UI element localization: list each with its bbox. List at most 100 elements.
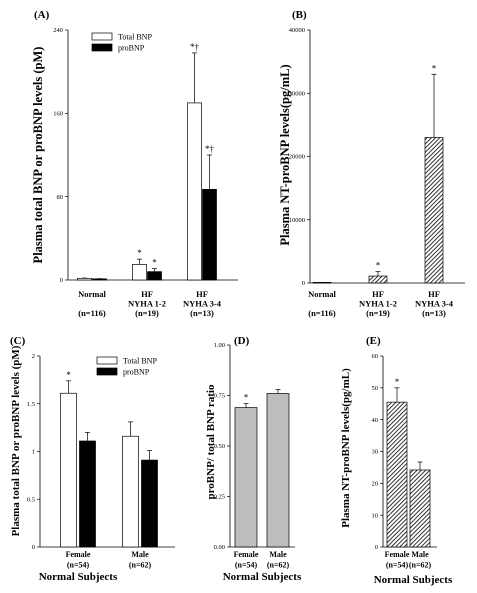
significance-marker: *	[66, 370, 71, 380]
bar	[122, 435, 139, 548]
y-tick-label: 0.50	[214, 443, 225, 450]
y-tick-label: 50	[372, 385, 379, 392]
legend-swatch	[96, 367, 118, 376]
category-label: Normal	[308, 289, 336, 299]
bar	[368, 275, 388, 284]
legend-swatch	[91, 43, 113, 52]
category-label: HF	[372, 289, 384, 299]
category-label: (n=13)	[190, 308, 214, 318]
significance-marker: *†	[205, 144, 215, 154]
y-tick-label: 0.75	[214, 393, 225, 400]
y-tick-label: 0.5	[27, 496, 35, 503]
category-label: Female	[66, 550, 91, 559]
y-tick-label: 0	[32, 544, 35, 551]
y-tick-label: 0	[302, 280, 305, 287]
category-label: NYHA 3-4	[183, 299, 222, 309]
category-label: (n=116)	[308, 308, 336, 318]
significance-marker: *	[137, 248, 142, 258]
x-axis-title: Normal Subjects	[39, 571, 118, 583]
y-tick-label: 20000	[289, 154, 305, 161]
bar	[147, 271, 162, 281]
chart-panel-e: (E) Plasma NT-proBNP levels(pg/mL) 0 10 20 30…	[340, 335, 453, 586]
y-tick-label: 1.00	[214, 342, 225, 349]
category-label: (n=62)	[267, 561, 290, 570]
category-label: (n=62)	[409, 561, 432, 570]
bar	[77, 277, 92, 281]
y-tick-label: 40	[372, 417, 379, 424]
category-label: Female	[234, 550, 259, 559]
panel-label: (B)	[292, 9, 307, 21]
legend-label: proBNP	[123, 368, 150, 377]
x-axis-title: Normal Subjects	[374, 574, 453, 586]
y-tick-label: 10	[372, 512, 379, 519]
y-axis-label: Plasma NT-proBNP levels(pg/mL)	[278, 64, 292, 245]
y-tick-label: 0.00	[214, 544, 225, 551]
category-label: NYHA 3-4	[415, 299, 454, 309]
significance-marker: *	[152, 258, 157, 268]
y-tick-label: 2	[32, 353, 35, 360]
y-tick-label: 160	[53, 111, 63, 118]
y-axis-label: Plasma total BNP or proBNP levels (pM)	[31, 47, 45, 264]
y-tick-label: 0	[60, 277, 63, 284]
bar	[202, 189, 217, 281]
bar	[187, 102, 202, 281]
y-tick-label: 0	[375, 544, 378, 551]
significance-marker: *	[432, 63, 437, 73]
bar	[234, 407, 258, 548]
significance-marker: *	[395, 377, 400, 387]
panel-label: (D)	[234, 335, 250, 347]
category-label: Female	[385, 550, 410, 559]
category-label: (n=19)	[366, 308, 390, 318]
y-tick-label: 0.25	[214, 494, 225, 501]
significance-marker: *	[244, 393, 249, 403]
category-label: NYHA 1-2	[128, 299, 166, 309]
bar	[60, 392, 77, 548]
category-label: NYHA 1-2	[359, 299, 397, 309]
bar	[141, 459, 158, 548]
y-tick-label: 30	[372, 449, 379, 456]
category-label: HF	[141, 289, 153, 299]
y-tick-label: 10000	[289, 217, 305, 224]
y-axis-label: Plasma NT-proBNP levels(pg/mL)	[340, 368, 352, 528]
bar	[132, 264, 147, 281]
category-label: Male	[269, 550, 287, 559]
y-tick-label: 60	[372, 353, 379, 360]
y-tick-label: 1.5	[27, 401, 35, 408]
category-label: HF	[428, 289, 440, 299]
bar	[386, 401, 408, 548]
bar	[424, 137, 444, 284]
y-tick-label: 30000	[289, 90, 305, 97]
y-axis-label: Plasma total BNP or proBNP levels (pM)	[10, 345, 22, 536]
category-label: (n=54)	[235, 561, 258, 570]
legend: Total BNP proBNP	[91, 32, 152, 53]
x-axis-title: Normal Subjects	[223, 571, 302, 583]
chart-panel-a: (A) Plasma total BNP or proBNP levels (pM…	[31, 9, 238, 318]
category-label: (n=13)	[422, 308, 446, 318]
legend: Total BNP proBNP	[96, 356, 157, 377]
chart-panel-d: (D) proBNP/ total BNP ratio 0.00 0.25 0.50 0.…	[205, 335, 302, 583]
category-label: Male	[411, 550, 429, 559]
significance-marker: *†	[190, 42, 200, 52]
y-tick-label: 20	[372, 481, 379, 488]
panel-label: (E)	[366, 335, 381, 347]
panel-label: (A)	[34, 9, 50, 21]
legend-label: Total BNP	[118, 33, 152, 42]
legend-label: proBNP	[118, 44, 145, 53]
category-label: (n=54)	[67, 561, 90, 570]
y-tick-label: 80	[57, 194, 64, 201]
legend-swatch	[91, 32, 113, 41]
y-tick-label: 1	[32, 449, 35, 456]
category-label: (n=116)	[78, 308, 106, 318]
bar	[409, 469, 431, 548]
bar	[79, 440, 96, 548]
panel-label: (C)	[10, 335, 26, 347]
chart-panel-c: (C)Plasma total BNP or proBNP levels (pM…	[10, 335, 175, 583]
significance-marker: *	[376, 261, 381, 271]
bar	[266, 393, 290, 548]
chart-panel-b: (B) Plasma NT-proBNP levels(pg/mL) 0 10000 2…	[278, 9, 465, 318]
legend-label: Total BNP	[123, 357, 157, 366]
category-label: (n=62)	[129, 561, 152, 570]
legend-swatch	[96, 356, 118, 365]
category-label: (n=54)	[386, 561, 409, 570]
